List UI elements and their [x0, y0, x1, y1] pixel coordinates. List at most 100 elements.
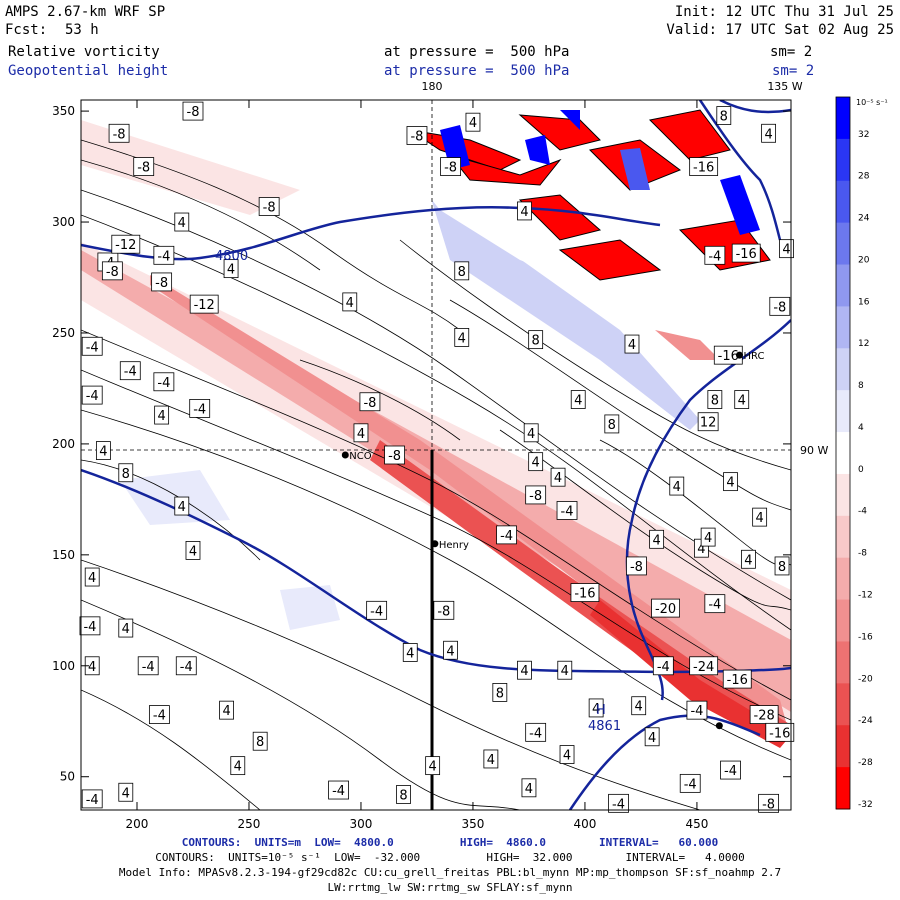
colorbar-segment — [836, 515, 850, 559]
contour-label-box — [230, 756, 246, 776]
neg-vorticity-north — [81, 120, 300, 215]
forecast-hour: 53 h — [65, 22, 99, 38]
contour-label: -4 — [724, 764, 737, 779]
contour-label-box — [151, 272, 173, 292]
contour-label: -8 — [363, 396, 376, 411]
lon-label-180: 180 — [422, 80, 443, 93]
contour-label-box — [118, 463, 134, 483]
contour-label-box — [779, 239, 794, 259]
x-axis: 200 250 300 350 400 450 — [126, 100, 708, 831]
contour-label: 4 — [764, 127, 772, 142]
field1-level: at pressure = 500 hPa — [384, 44, 570, 60]
contour-label: -8 — [529, 489, 542, 504]
contour-label-box — [101, 261, 123, 281]
contour-label-box — [716, 106, 732, 125]
contour-label: 4 — [446, 644, 454, 659]
contour-label-box — [765, 722, 795, 742]
terrain-blob — [648, 109, 731, 161]
contour-label: 8 — [608, 418, 616, 433]
contour-label-box — [521, 778, 537, 798]
contour-label: -4 — [86, 340, 99, 355]
terrain-blob — [655, 330, 720, 360]
field2-smoothing: sm= 2 — [772, 63, 815, 79]
contour-label-box — [704, 245, 726, 265]
colorbar-tick-label: -8 — [858, 549, 867, 559]
x-tick-label: 200 — [126, 817, 149, 831]
contour-label-box — [686, 700, 708, 720]
contour-label-box — [384, 445, 405, 465]
contour-label: 4 — [652, 533, 660, 548]
contour-label: 4 — [178, 500, 186, 515]
stations: Henry NCO HRC — [341, 351, 764, 730]
colorbar-segment — [836, 138, 850, 182]
contour-label-box — [626, 556, 647, 576]
height-label-4800: 4800 — [215, 249, 248, 264]
colorbar-tick-label: 0 — [858, 465, 864, 475]
contour-label-box — [644, 727, 660, 747]
contour-label: 8 — [720, 110, 728, 125]
contour-label: -4 — [657, 660, 670, 675]
contour-label-box — [752, 507, 768, 527]
model-title: AMPS 2.67-km WRF SP — [5, 4, 166, 20]
contour-label: -4 — [180, 660, 193, 675]
colorbar-segment — [836, 97, 850, 140]
contour-label-box — [175, 656, 197, 676]
contour-label-box — [749, 705, 779, 724]
colorbar-tick-label: 4 — [858, 423, 864, 433]
contour-label: 8 — [532, 334, 540, 349]
colorbar-tick-label: -24 — [858, 716, 873, 726]
terrain-blob — [558, 239, 662, 281]
contour-label: 4 — [458, 331, 466, 346]
terrain-blob-pos — [525, 135, 550, 165]
colorbar-unit: 10⁻⁵ s⁻¹ — [856, 98, 888, 107]
contour-label-box — [689, 656, 719, 676]
contour-label: 8 — [496, 686, 504, 701]
contour-label: 4 — [738, 394, 746, 409]
station-label: Henry — [439, 540, 469, 551]
forecast-label: Fcst: — [5, 22, 48, 38]
contour-label-box — [137, 656, 159, 676]
contour-label: 4 — [525, 782, 533, 797]
contour-label-box — [649, 529, 665, 549]
contour-label-box — [559, 745, 575, 764]
field1-name: Relative vorticity — [8, 44, 160, 60]
colorbar-tick-label: 8 — [858, 381, 864, 391]
init-time: Init: 12 UTC Thu 31 Jul 25 — [674, 4, 894, 20]
y-axis: 50 100 150 200 250 300 350 — [52, 104, 791, 784]
contour-label: 4 — [520, 205, 528, 220]
contour-label: 4 — [628, 338, 636, 353]
contour-label-box — [528, 330, 544, 350]
contour-label-box — [174, 212, 190, 232]
contour-label-box — [443, 640, 458, 660]
contour-label: 4 — [532, 456, 540, 471]
contour-labels: -8-8-8-44-12-4-8-84-8-12-4-4-4-44-44-84-… — [79, 101, 795, 813]
colorbar-frame — [835, 96, 851, 810]
contour-label-box — [454, 261, 470, 281]
contour-label: -16 — [718, 349, 739, 364]
contour-label-box — [148, 705, 170, 724]
terrain-blob — [518, 194, 602, 241]
contour-label: 8 — [711, 394, 719, 409]
contour-label: 4 — [527, 427, 535, 442]
contour-label: -4 — [157, 249, 170, 264]
contour-label: 4 — [157, 409, 165, 424]
contour-label-box — [528, 452, 544, 472]
contour-label: -4 — [157, 376, 170, 391]
contour-label-box — [402, 643, 418, 662]
x-tick-label: 300 — [350, 817, 373, 831]
colorbar-tick-label: -16 — [858, 632, 873, 642]
contour-label-box — [722, 669, 752, 689]
contour-label-box — [517, 660, 532, 680]
colorbar-tick-label: -12 — [858, 590, 873, 600]
colorbar-segment — [836, 264, 850, 307]
colorbar-segment — [836, 348, 850, 391]
station-label: NCO — [349, 451, 371, 462]
contour-label: 8 — [399, 788, 407, 803]
contour-label-box — [734, 390, 750, 409]
contour-label-box — [118, 782, 134, 802]
colorbar-tick-label: 24 — [858, 214, 870, 224]
contour-label-box — [396, 785, 411, 804]
colorbar-segment — [836, 599, 850, 642]
contour-label: 4 — [88, 571, 96, 586]
contour-label-box — [720, 760, 741, 780]
